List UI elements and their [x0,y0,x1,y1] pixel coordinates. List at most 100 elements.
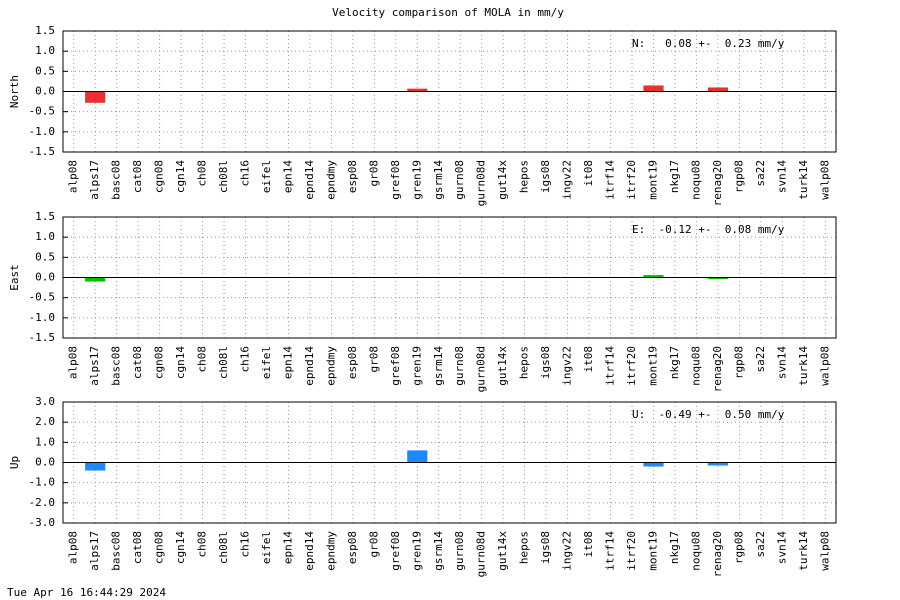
x-tick-label: noqu08 [689,346,702,386]
x-tick-label: gurn08d [475,346,488,392]
x-tick-label: walp08 [818,346,831,386]
x-tick-label: cgn08 [153,531,166,564]
x-tick-label: gref08 [389,531,402,571]
x-tick-label: renag20 [711,346,724,392]
x-tick-label: epn14 [281,531,294,564]
x-tick-label: alps17 [88,160,101,200]
x-tick-label: epn14 [281,346,294,379]
x-tick-label: sa22 [754,160,767,187]
annotation: U: -0.49 +- 0.50 mm/y [632,408,785,421]
x-tick-label: itrf14 [604,531,617,571]
bar [643,85,664,92]
x-tick-label: alp08 [67,346,80,379]
x-tick-label: gurn08d [475,531,488,577]
x-tick-label: itrf14 [604,346,617,386]
x-tick-label: igs08 [539,160,552,193]
x-tick-label: gurn08 [453,531,466,571]
x-tick-label: gsrm14 [432,346,445,386]
x-tick-label: cat08 [131,531,144,564]
x-tick-label: gut14x [496,531,509,571]
bar [643,462,664,467]
y-axis-label: Up [8,456,21,469]
x-tick-label: basc08 [110,160,123,200]
x-tick-label: svn14 [775,531,788,564]
footer: Tue Apr 16 16:44:29 2024 [7,586,166,599]
x-tick-label: basc08 [110,531,123,571]
y-tick-label: 3.0 [35,395,55,408]
x-tick-label: epndmy [324,531,337,571]
y-tick-label: 0.5 [35,64,55,77]
x-tick-label: it08 [582,531,595,558]
x-tick-label: itrf14 [604,160,617,200]
x-tick-label: rgp08 [732,160,745,193]
x-tick-label: ch08 [196,531,209,558]
x-tick-label: ingv22 [561,531,574,571]
y-tick-label: 1.5 [35,210,55,223]
x-tick-label: hepos [518,160,531,193]
x-tick-label: walp08 [818,531,831,571]
x-tick-label: turk14 [797,160,810,200]
y-tick-label: 0.0 [35,85,55,98]
x-tick-label: it08 [582,160,595,187]
x-tick-label: esp08 [346,346,359,379]
x-tick-label: esp08 [346,160,359,193]
x-tick-label: ch16 [239,160,252,187]
x-tick-label: mont19 [646,160,659,200]
y-tick-label: 1.5 [35,24,55,37]
x-tick-label: walp08 [818,160,831,200]
x-tick-label: noqu08 [689,531,702,571]
x-tick-label: ch16 [239,346,252,373]
x-tick-label: gurn08 [453,160,466,200]
x-tick-label: igs08 [539,346,552,379]
x-tick-label: gsrm14 [432,531,445,571]
x-tick-label: renag20 [711,531,724,577]
x-tick-label: igs08 [539,531,552,564]
x-tick-label: mont19 [646,346,659,386]
x-tick-label: sa22 [754,531,767,558]
bar [407,88,428,92]
x-tick-label: nkg17 [668,160,681,193]
x-tick-label: gr08 [367,160,380,187]
x-tick-label: alp08 [67,531,80,564]
x-tick-label: hepos [518,346,531,379]
x-tick-label: noqu08 [689,160,702,200]
y-tick-label: 0.0 [35,456,55,469]
y-tick-label: -0.5 [29,105,56,118]
x-tick-label: alp08 [67,160,80,193]
x-tick-label: itrf20 [625,346,638,386]
y-tick-label: -1.5 [29,331,56,344]
x-tick-label: rgp08 [732,346,745,379]
x-tick-label: turk14 [797,346,810,386]
x-tick-label: esp08 [346,531,359,564]
x-tick-label: alps17 [88,531,101,571]
x-tick-label: cgn14 [174,346,187,379]
x-tick-label: cgn08 [153,160,166,193]
x-tick-label: rgp08 [732,531,745,564]
x-tick-label: epnd14 [303,346,316,386]
x-tick-label: gren19 [410,346,423,386]
x-tick-label: epnd14 [303,531,316,571]
bar [85,277,106,282]
x-tick-label: gsrm14 [432,160,445,200]
plot-frame [62,401,837,524]
y-tick-label: 0.5 [35,250,55,263]
x-tick-label: turk14 [797,531,810,571]
x-tick-label: eifel [260,160,273,193]
y-tick-label: 2.0 [35,415,55,428]
y-tick-label: 0.0 [35,271,55,284]
x-tick-label: nkg17 [668,531,681,564]
x-tick-label: itrf20 [625,531,638,571]
chart-title: Velocity comparison of MOLA in mm/y [332,6,564,19]
x-tick-label: gut14x [496,346,509,386]
y-axis-label: North [8,75,21,108]
x-tick-label: svn14 [775,160,788,193]
x-tick-label: gr08 [367,531,380,558]
bar [707,462,728,466]
x-tick-label: epndmy [324,346,337,386]
x-tick-label: epn14 [281,160,294,193]
x-tick-label: eifel [260,531,273,564]
bar [707,277,728,280]
x-tick-label: sa22 [754,346,767,373]
